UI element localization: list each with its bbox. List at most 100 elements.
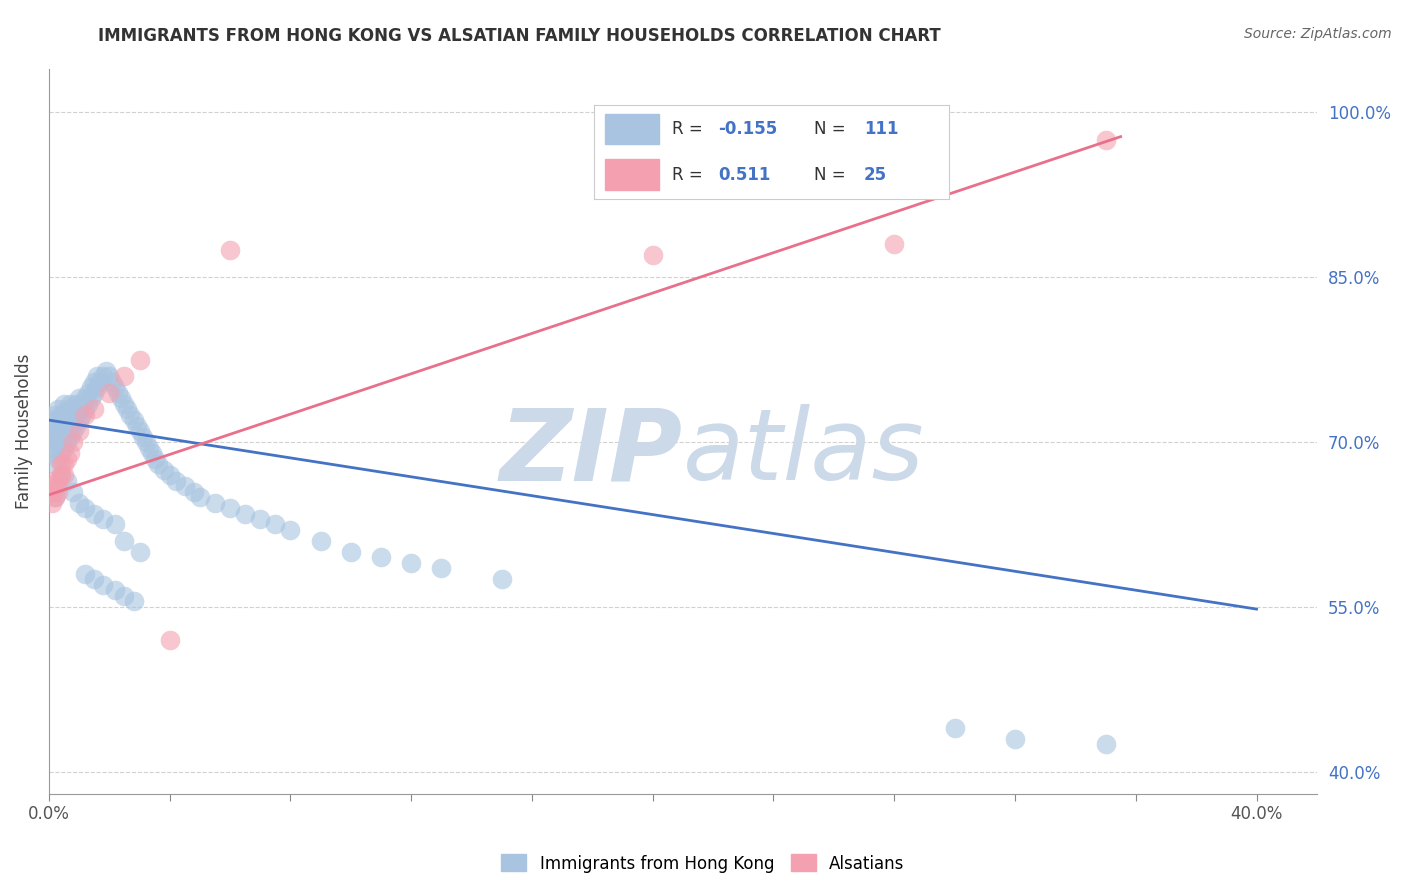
Point — [75, 501, 97, 516]
Point — [883, 237, 905, 252]
Point — [138, 441, 160, 455]
Point — [122, 413, 145, 427]
Point — [41, 446, 63, 460]
Y-axis label: Family Households: Family Households — [15, 353, 32, 508]
Point — [49, 418, 72, 433]
Point — [56, 402, 79, 417]
Text: IMMIGRANTS FROM HONG KONG VS ALSATIAN FAMILY HOUSEHOLDS CORRELATION CHART: IMMIGRANTS FROM HONG KONG VS ALSATIAN FA… — [98, 27, 941, 45]
Point — [62, 424, 84, 438]
Point — [41, 424, 63, 438]
Point — [41, 435, 63, 450]
Point — [249, 512, 271, 526]
Point — [59, 408, 82, 422]
Point — [107, 385, 129, 400]
Point — [86, 380, 108, 394]
Point — [104, 517, 127, 532]
Point — [75, 566, 97, 581]
Point — [128, 424, 150, 438]
Point — [159, 468, 181, 483]
Point — [44, 490, 66, 504]
Point — [44, 418, 66, 433]
Legend: Immigrants from Hong Kong, Alsatians: Immigrants from Hong Kong, Alsatians — [495, 847, 911, 880]
Point — [67, 495, 90, 509]
Point — [77, 396, 100, 410]
Point — [41, 484, 63, 499]
Point — [91, 512, 114, 526]
Point — [117, 402, 139, 417]
Point — [309, 533, 332, 548]
Point — [141, 446, 163, 460]
Point — [98, 385, 121, 400]
Point — [114, 589, 136, 603]
Point — [56, 435, 79, 450]
Point — [1004, 731, 1026, 746]
Point — [44, 408, 66, 422]
Point — [165, 474, 187, 488]
Point — [114, 533, 136, 548]
Point — [44, 457, 66, 471]
Point — [53, 441, 76, 455]
Point — [44, 490, 66, 504]
Point — [70, 408, 93, 422]
Point — [159, 632, 181, 647]
Point — [135, 435, 157, 450]
Point — [83, 385, 105, 400]
Point — [77, 385, 100, 400]
Point — [59, 429, 82, 443]
Point — [340, 545, 363, 559]
Point — [128, 545, 150, 559]
Point — [62, 402, 84, 417]
Point — [204, 495, 226, 509]
Point — [56, 451, 79, 466]
Point — [46, 451, 69, 466]
Point — [65, 418, 87, 433]
Point — [46, 424, 69, 438]
Point — [67, 402, 90, 417]
Point — [146, 457, 169, 471]
Point — [70, 396, 93, 410]
Point — [62, 484, 84, 499]
Point — [44, 429, 66, 443]
Point — [188, 490, 211, 504]
Point — [59, 396, 82, 410]
Point — [46, 484, 69, 499]
Point — [49, 468, 72, 483]
Point — [83, 507, 105, 521]
Point — [183, 484, 205, 499]
Point — [98, 369, 121, 384]
Point — [1094, 737, 1116, 751]
Point — [67, 413, 90, 427]
Point — [152, 462, 174, 476]
Point — [943, 721, 966, 735]
Point — [83, 375, 105, 389]
Point — [128, 352, 150, 367]
Point — [41, 495, 63, 509]
Point — [399, 556, 422, 570]
Point — [110, 391, 132, 405]
Point — [86, 369, 108, 384]
Point — [67, 424, 90, 438]
Text: Source: ZipAtlas.com: Source: ZipAtlas.com — [1244, 27, 1392, 41]
Point — [46, 413, 69, 427]
Point — [91, 369, 114, 384]
Point — [1094, 133, 1116, 147]
Point — [44, 479, 66, 493]
Point — [56, 413, 79, 427]
Point — [46, 479, 69, 493]
Point — [41, 413, 63, 427]
Point — [75, 408, 97, 422]
Point — [641, 248, 664, 262]
Point — [62, 413, 84, 427]
Point — [114, 396, 136, 410]
Point — [53, 408, 76, 422]
Text: atlas: atlas — [683, 404, 925, 501]
Point — [41, 474, 63, 488]
Point — [96, 364, 118, 378]
Point — [219, 501, 242, 516]
Point — [67, 391, 90, 405]
Point — [104, 380, 127, 394]
Point — [53, 396, 76, 410]
Point — [120, 408, 142, 422]
Point — [122, 594, 145, 608]
Point — [56, 474, 79, 488]
